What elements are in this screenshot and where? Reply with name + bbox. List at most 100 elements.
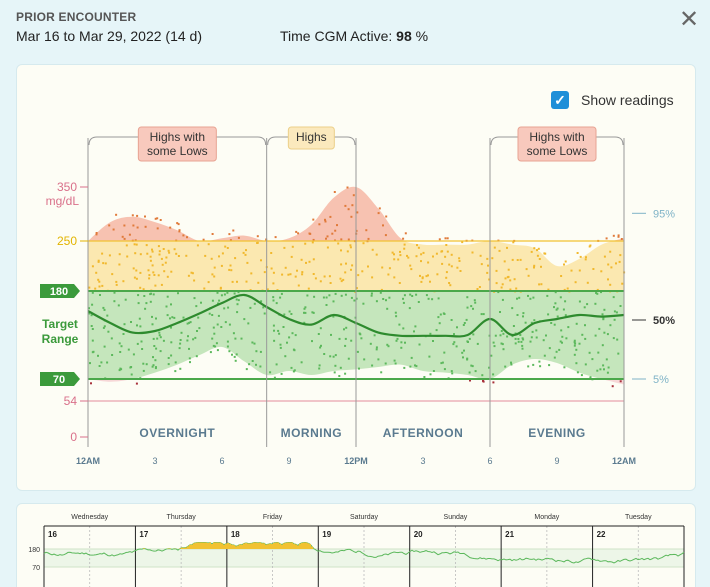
reading-dot: [509, 279, 512, 282]
reading-dot: [167, 357, 170, 359]
daily-high-fill: [183, 547, 185, 549]
reading-dot: [274, 236, 277, 239]
reading-dot: [369, 342, 372, 345]
y-tick-label: 250: [57, 234, 77, 248]
daily-high-fill: [307, 543, 309, 549]
reading-dot: [118, 263, 121, 266]
daily-high-fill: [213, 542, 215, 549]
reading-dot: [416, 244, 418, 247]
daily-high-fill: [239, 544, 241, 549]
reading-dot: [367, 265, 369, 268]
reading-dot: [131, 214, 134, 217]
reading-dot: [533, 266, 535, 269]
reading-dot: [130, 373, 133, 376]
reading-dot: [579, 255, 582, 258]
reading-dot: [166, 275, 169, 278]
reading-dot: [325, 296, 328, 299]
reading-dot: [145, 244, 148, 247]
daily-day-number: 22: [597, 530, 606, 539]
reading-dot: [532, 296, 535, 299]
reading-dot: [213, 275, 216, 278]
reading-dot: [323, 353, 326, 355]
daily-high-fill: [227, 543, 229, 549]
reading-dot: [273, 329, 275, 332]
checkbox-checked-icon[interactable]: ✓: [551, 91, 569, 109]
reading-dot: [386, 343, 389, 346]
reading-dot: [450, 265, 453, 268]
reading-dot: [334, 364, 337, 367]
reading-dot: [208, 312, 211, 315]
reading-dot: [561, 335, 564, 338]
reading-dot: [291, 332, 294, 335]
reading-dot: [174, 370, 177, 373]
reading-dot: [429, 332, 432, 335]
reading-dot: [466, 296, 469, 299]
percentile-label-50: 50%: [653, 315, 675, 327]
reading-dot: [538, 258, 541, 260]
reading-dot: [259, 350, 262, 353]
reading-dot: [187, 274, 190, 277]
reading-dot: [513, 278, 516, 281]
reading-dot: [272, 296, 275, 299]
reading-dot: [320, 344, 322, 347]
reading-dot: [564, 314, 567, 317]
reading-dot: [151, 323, 154, 326]
reading-dot: [466, 357, 469, 360]
reading-dot: [176, 222, 179, 225]
reading-dot: [403, 366, 406, 369]
close-icon[interactable]: ✕: [678, 6, 700, 33]
reading-dot: [386, 307, 389, 310]
reading-dot: [351, 264, 354, 267]
reading-dot: [159, 350, 162, 353]
reading-dot: [186, 322, 189, 325]
reading-dot: [191, 272, 194, 275]
reading-dot: [514, 337, 517, 340]
reading-dot: [606, 333, 609, 336]
reading-dot: [458, 257, 461, 260]
reading-dot: [533, 319, 536, 322]
reading-dot: [134, 239, 137, 242]
reading-dot: [220, 326, 223, 328]
reading-dot: [616, 338, 619, 341]
reading-dot: [425, 294, 428, 297]
reading-dot: [362, 242, 365, 245]
reading-dot: [506, 335, 509, 338]
reading-dot: [578, 269, 581, 272]
daily-high-fill: [257, 542, 259, 549]
reading-dot: [586, 281, 589, 284]
reading-dot: [515, 287, 518, 290]
reading-dot: [548, 364, 551, 367]
show-readings-toggle[interactable]: ✓ Show readings: [551, 90, 674, 110]
reading-dot: [340, 263, 343, 266]
reading-dot: [224, 245, 227, 248]
reading-dot: [409, 365, 412, 368]
daily-high-fill: [211, 543, 213, 549]
reading-dot: [340, 249, 342, 252]
reading-dot: [123, 323, 126, 326]
reading-dot: [620, 238, 623, 240]
reading-dot: [102, 326, 105, 329]
reading-dot: [576, 252, 579, 254]
reading-dot: [420, 280, 423, 283]
reading-dot: [251, 360, 254, 362]
reading-dot: [256, 235, 259, 238]
reading-dot: [333, 191, 336, 193]
reading-dot: [132, 267, 135, 270]
reading-dot: [279, 346, 282, 349]
target-range-label: Range: [42, 332, 79, 346]
reading-dot: [308, 260, 311, 263]
reading-dot: [133, 243, 136, 246]
reading-dot: [211, 273, 214, 276]
reading-dot: [149, 255, 152, 258]
reading-dot: [123, 224, 126, 227]
reading-dot: [234, 337, 237, 340]
daily-high-fill: [229, 543, 231, 549]
reading-dot: [118, 342, 121, 345]
reading-dot: [619, 380, 622, 383]
reading-dot: [304, 311, 307, 314]
reading-dot: [340, 294, 343, 297]
reading-dot: [610, 266, 613, 269]
reading-dot: [162, 248, 165, 250]
reading-dot: [303, 321, 306, 324]
reading-dot: [607, 263, 610, 266]
